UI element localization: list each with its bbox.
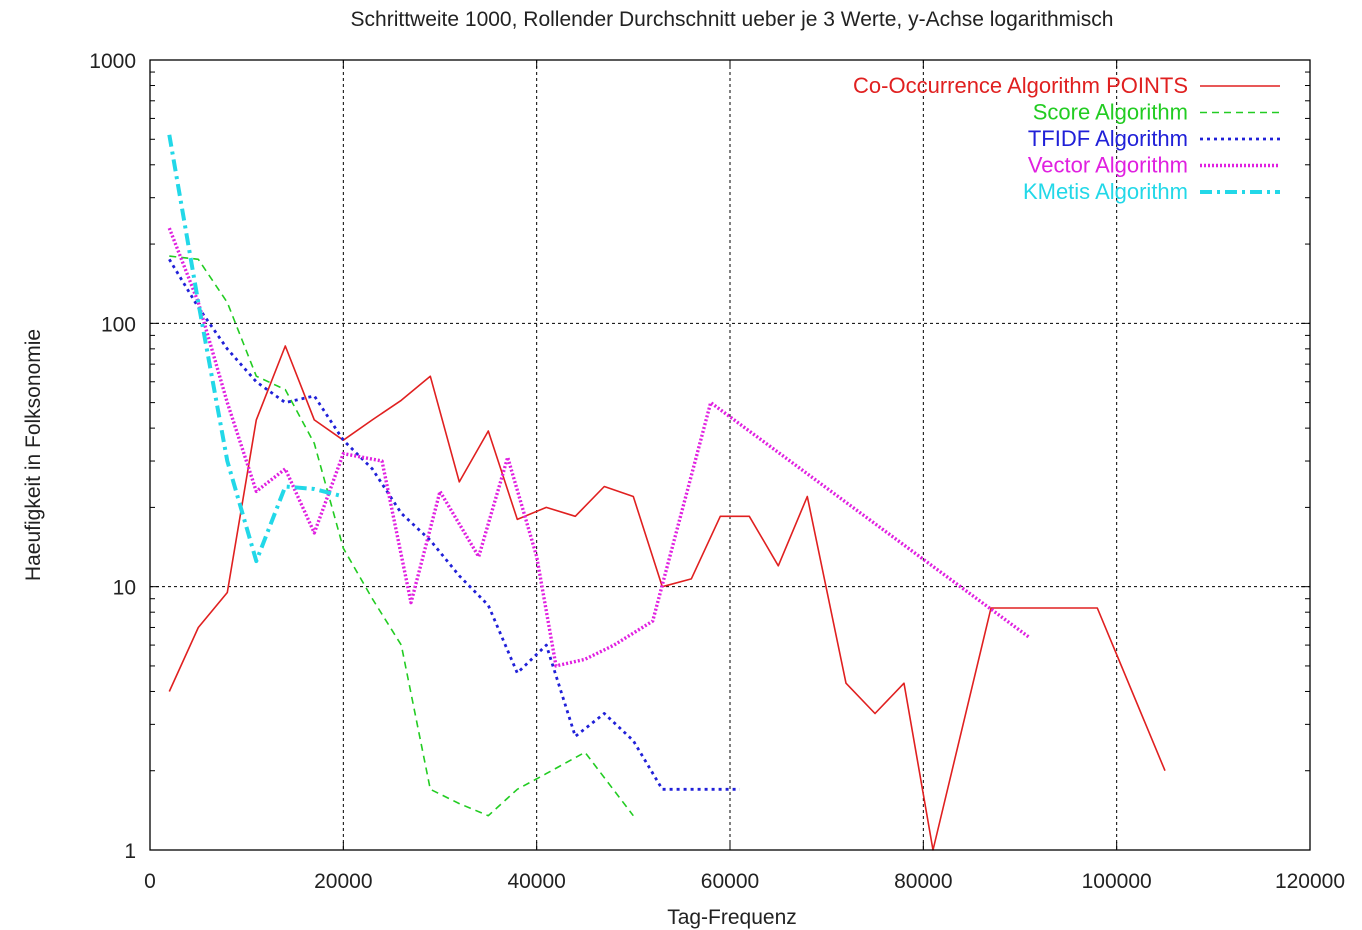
chart-title: Schrittweite 1000, Rollender Durchschnit… — [351, 8, 1114, 31]
y-tick-label: 1000 — [89, 50, 136, 73]
x-tick-label: 100000 — [1082, 870, 1152, 893]
legend-label: Co-Occurrence Algorithm POINTS — [853, 73, 1188, 98]
grid-lines — [150, 60, 1310, 850]
x-tick-label: 80000 — [894, 870, 952, 893]
legend-label: TFIDF Algorithm — [1028, 126, 1188, 151]
x-tick-label: 120000 — [1275, 870, 1345, 893]
x-tick-label: 60000 — [701, 870, 759, 893]
x-axis-label: Tag-Frequenz — [667, 906, 797, 929]
series-line-4 — [167, 227, 1031, 668]
y-tick-label: 10 — [113, 577, 136, 600]
y-tick-label: 1 — [124, 840, 136, 863]
axis-ticks: 0 20000 40000 60000 80000 100000 120000 1 10 100 1… — [89, 50, 1345, 893]
series-line-3 — [168, 258, 740, 791]
x-tick-label: 20000 — [314, 870, 372, 893]
series-line-5 — [167, 134, 344, 564]
series-line-1 — [168, 345, 1166, 851]
y-axis-label: Haeufigkeit in Folksonomie — [22, 329, 45, 581]
x-tick-label: 40000 — [507, 870, 565, 893]
y-tick-label: 100 — [101, 313, 136, 336]
legend-label: KMetis Algorithm — [1023, 179, 1188, 204]
plot-series — [167, 134, 1166, 851]
legend-label: Vector Algorithm — [1028, 153, 1188, 178]
legend-label: Score Algorithm — [1033, 100, 1188, 125]
series-line-2 — [169, 255, 634, 817]
x-tick-label: 0 — [144, 870, 156, 893]
